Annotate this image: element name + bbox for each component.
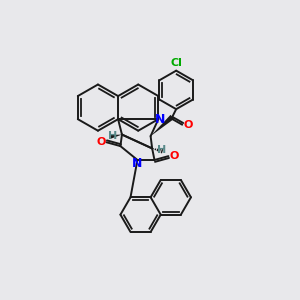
Text: N: N (132, 157, 142, 169)
Text: H: H (108, 131, 117, 141)
Text: N: N (155, 113, 165, 126)
Text: Cl: Cl (170, 58, 182, 68)
Text: O: O (169, 151, 178, 161)
Text: O: O (184, 119, 193, 130)
Text: O: O (96, 137, 106, 147)
Text: H: H (157, 145, 166, 155)
Polygon shape (110, 135, 122, 139)
Polygon shape (151, 115, 174, 136)
